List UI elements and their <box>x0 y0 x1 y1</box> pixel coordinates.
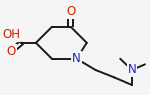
Text: OH: OH <box>2 28 20 41</box>
Text: O: O <box>66 5 75 18</box>
Text: N: N <box>128 63 136 76</box>
Text: O: O <box>7 45 16 58</box>
Text: N: N <box>72 52 81 65</box>
